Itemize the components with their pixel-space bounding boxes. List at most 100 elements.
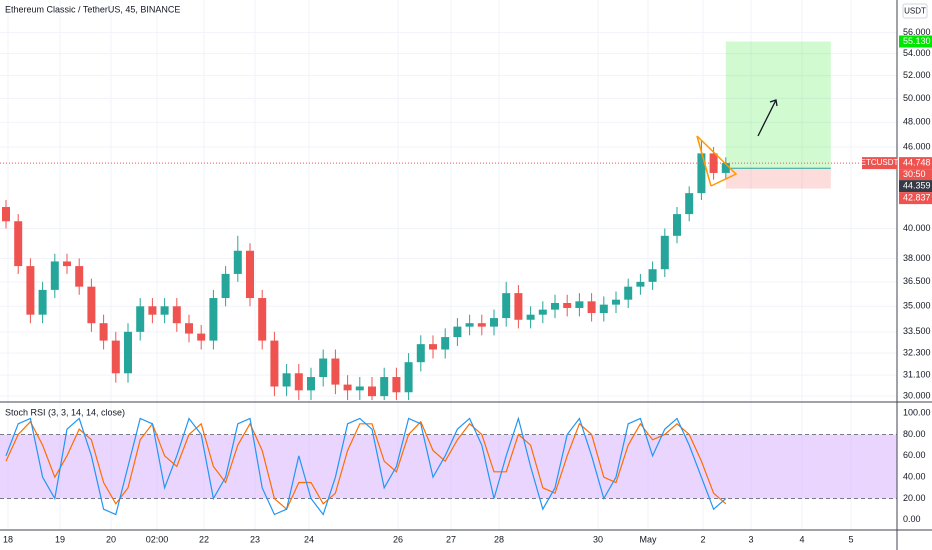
candle-body [148,306,157,315]
x-tick-label: May [639,534,657,544]
candle-body [172,306,181,324]
candle-body [709,153,718,173]
y-tick-label: 52.000 [903,70,931,80]
price-tag [899,35,932,48]
y-tick-label: 38.000 [903,253,931,263]
candle-body [319,358,328,378]
y-tick-label: 50.000 [903,93,931,103]
candle-body [636,281,645,287]
price-tag-label: 55.130 [903,36,931,46]
candle-body [331,358,340,385]
price-tag [899,192,932,205]
symbol-tag [862,157,897,170]
symbol-label: ETCUSDT [861,158,899,167]
indicator-tick-label: 0.00 [903,514,921,524]
candle-body [685,193,694,215]
candle-body [368,386,376,397]
x-tick-label: 28 [494,534,504,544]
candle-body [209,298,218,341]
x-tick-label: 18 [3,534,13,544]
arrow [757,99,777,137]
countdown-tag [899,169,932,181]
price-tag-label: 44.359 [903,180,931,190]
price-tag [899,157,932,170]
x-tick-label: 3 [748,534,753,544]
x-tick-label: 23 [250,534,260,544]
candle-body [14,221,23,267]
candle-body [429,344,437,350]
x-tick-label: 26 [393,534,403,544]
candle-body [441,337,450,350]
candle-body [477,323,486,327]
candle-body [612,299,620,305]
x-tick-label: 19 [55,534,65,544]
x-tick-label: 02:00 [146,534,169,544]
candle-body [136,306,145,332]
candle-body [416,344,425,363]
candle-body [26,266,35,315]
y-tick-label: 48.000 [903,117,931,127]
target-zone [725,41,831,169]
indicator-tick-label: 80.00 [903,429,926,439]
candle-body [75,266,84,287]
candle-body [465,323,474,327]
indicator-tick-label: 40.00 [903,472,926,482]
indicator-tick-label: 20.00 [903,493,926,503]
chart-title: Ethereum Classic / TetherUS, 45, BINANCE [5,4,180,14]
candle-body [258,298,267,341]
candle-body [197,333,206,341]
candle-body [624,286,633,300]
candle-body [721,163,730,173]
y-tick-label: 40.000 [903,223,931,233]
countdown-label: 30:50 [903,169,926,179]
price-tag-label: 42.837 [903,192,931,202]
candle-body [111,340,120,374]
stoch-k-line [5,416,727,516]
triangle-pattern [696,135,738,187]
candle-body [124,331,132,374]
candle-body [587,301,596,314]
indicator-title: Stoch RSI (3, 3, 14, 14, close) [5,407,125,417]
y-tick-label: 54.000 [903,48,931,58]
candle-body [526,314,535,320]
indicator-tick-label: 60.00 [903,450,926,460]
candle-body [99,323,108,341]
y-tick-label: 31.100 [903,370,931,380]
candle-body [380,377,389,397]
candle-body [599,304,608,314]
candle-body [63,261,71,267]
candle-body [551,302,559,310]
candle-body [453,326,462,338]
candle-body [87,286,96,324]
x-tick-label: 2 [700,534,705,544]
x-tick-label: 20 [106,534,116,544]
candle-body [307,377,315,391]
x-tick-label: 30 [593,534,603,544]
candle-body [270,340,279,387]
currency-button[interactable] [902,3,928,19]
y-tick-label: 33.500 [903,326,931,336]
y-tick-label: 30.000 [903,391,931,401]
x-tick-label: 22 [199,534,209,544]
candle-body [673,214,681,236]
candle-body [294,373,303,391]
price-tag [899,180,932,193]
candle-body [563,302,572,308]
x-tick-label: 5 [848,534,853,544]
arrow-head [769,99,778,107]
indicator-tick-label: 100.00 [903,408,931,418]
candle-body [38,289,47,315]
candle-body [660,235,669,270]
price-tag-label: 44.748 [903,157,931,167]
candle-body [2,207,10,222]
candle-body [514,293,523,320]
x-tick-label: 24 [304,534,314,544]
y-tick-label: 35.000 [903,301,931,311]
candle-body [233,250,242,274]
stoch-band [0,434,897,499]
currency-label: USDT [904,7,926,16]
x-tick-label: 4 [799,534,804,544]
y-tick-label: 32.300 [903,347,931,357]
candle-body [648,269,657,282]
